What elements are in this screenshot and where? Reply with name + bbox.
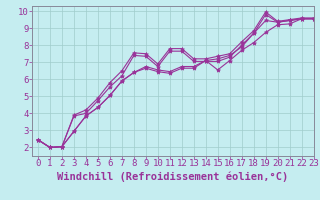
X-axis label: Windchill (Refroidissement éolien,°C): Windchill (Refroidissement éolien,°C) (57, 171, 288, 182)
